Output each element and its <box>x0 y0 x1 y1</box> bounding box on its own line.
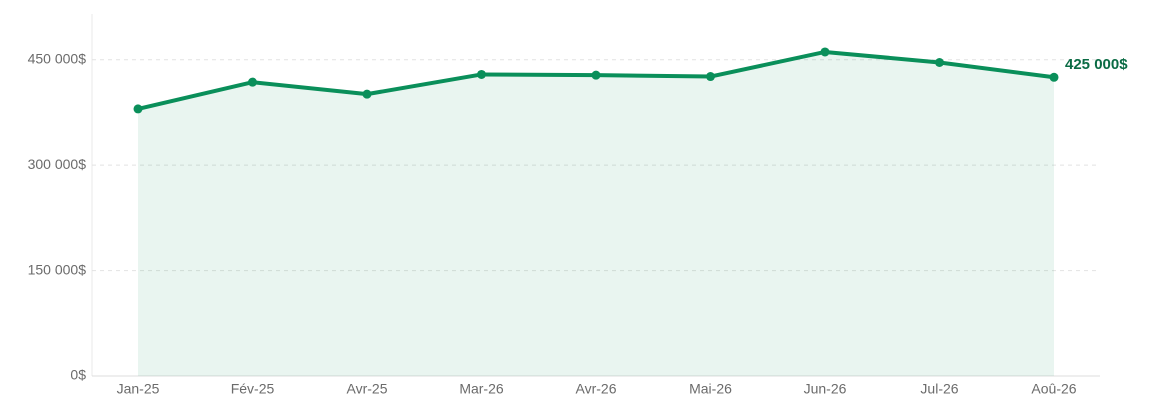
x-tick-label: Aoû-26 <box>1031 381 1076 397</box>
y-tick-label: 0$ <box>70 367 86 383</box>
y-tick-label: 150 000$ <box>28 261 87 277</box>
point <box>133 104 143 114</box>
point <box>706 72 715 82</box>
x-tick-label: Avr-25 <box>347 381 388 397</box>
x-tick-label: Mar-26 <box>459 381 504 397</box>
point <box>1049 72 1059 82</box>
point <box>477 69 486 79</box>
point <box>362 89 372 99</box>
x-tick-label: Jun-26 <box>804 381 847 397</box>
x-tick-label: Avr-26 <box>576 381 617 397</box>
y-tick-label: 450 000$ <box>28 50 87 66</box>
x-tick-label: Mai-26 <box>689 381 732 397</box>
point <box>935 58 944 68</box>
area <box>138 51 1054 377</box>
x-tick-label: Jul-26 <box>920 381 958 397</box>
point <box>591 70 601 80</box>
x-tick-label: Fév-25 <box>231 381 275 397</box>
y-tick-label: 300 000$ <box>28 156 87 172</box>
x-tick-label: Jan-25 <box>117 381 160 397</box>
point <box>820 47 830 57</box>
point <box>248 77 257 87</box>
value-label: 425 000$ <box>1065 56 1128 73</box>
